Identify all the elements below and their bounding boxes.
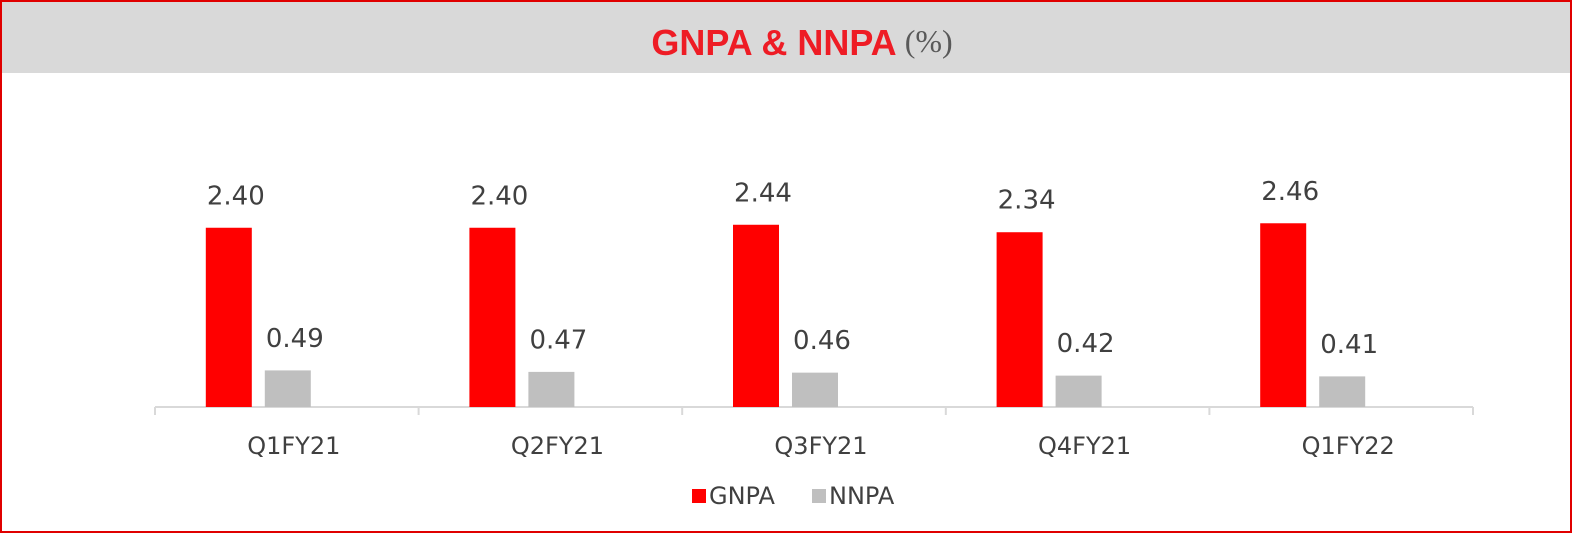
chart-title: GNPA & NNPA bbox=[651, 22, 896, 63]
value-label: 0.47 bbox=[529, 325, 587, 355]
x-tick-label: Q2FY21 bbox=[511, 432, 604, 460]
bar bbox=[1055, 375, 1102, 407]
bar bbox=[205, 227, 252, 407]
value-label: 0.41 bbox=[1320, 330, 1378, 360]
x-tick-label: Q3FY21 bbox=[774, 432, 867, 460]
legend-swatch bbox=[812, 489, 826, 503]
bar bbox=[996, 232, 1043, 407]
bar bbox=[469, 227, 516, 407]
value-label: 2.46 bbox=[1261, 177, 1319, 207]
value-label: 2.44 bbox=[734, 178, 792, 208]
chart-title-suffix: (%) bbox=[905, 23, 953, 59]
value-label: 2.40 bbox=[207, 181, 265, 211]
value-label: 2.40 bbox=[470, 181, 528, 211]
value-label: 0.49 bbox=[266, 324, 324, 354]
x-tick-label: Q1FY22 bbox=[1302, 432, 1395, 460]
legend-label: GNPA bbox=[709, 482, 775, 510]
header-band bbox=[2, 2, 1570, 73]
bar bbox=[264, 370, 311, 407]
value-label: 0.42 bbox=[1057, 329, 1115, 359]
chart-title-group: GNPA & NNPA (%) bbox=[651, 22, 952, 63]
bar bbox=[1319, 376, 1366, 407]
bar bbox=[1260, 223, 1307, 407]
value-label: 0.46 bbox=[793, 326, 851, 356]
bar bbox=[733, 224, 779, 407]
legend-label: NNPA bbox=[829, 482, 895, 510]
x-tick-label: Q1FY21 bbox=[247, 432, 340, 460]
legend-swatch bbox=[692, 489, 706, 503]
bar bbox=[528, 371, 575, 407]
x-tick-label: Q4FY21 bbox=[1038, 432, 1131, 460]
bar bbox=[792, 372, 838, 407]
value-label: 2.34 bbox=[998, 186, 1056, 216]
